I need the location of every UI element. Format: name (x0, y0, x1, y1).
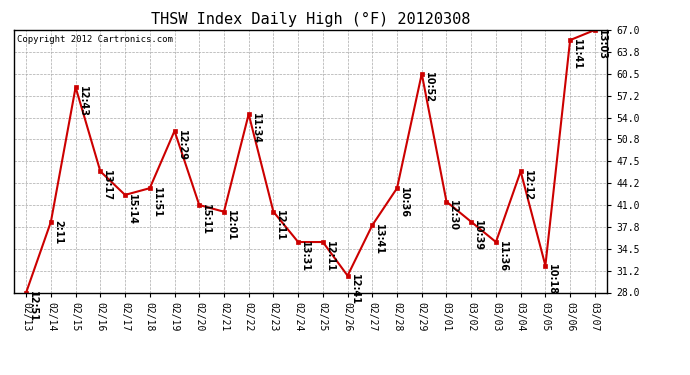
Text: 13:31: 13:31 (300, 241, 310, 272)
Text: 12:29: 12:29 (177, 130, 186, 160)
Text: 10:36: 10:36 (399, 187, 409, 218)
Text: 12:30: 12:30 (448, 200, 458, 231)
Text: 11:34: 11:34 (250, 113, 261, 144)
Text: 11:36: 11:36 (498, 241, 508, 272)
Text: 12:41: 12:41 (350, 274, 359, 305)
Text: 10:52: 10:52 (424, 72, 434, 104)
Text: 12:01: 12:01 (226, 210, 236, 242)
Text: 15:11: 15:11 (201, 204, 211, 235)
Text: 15:14: 15:14 (127, 194, 137, 225)
Title: THSW Index Daily High (°F) 20120308: THSW Index Daily High (°F) 20120308 (151, 12, 470, 27)
Text: 12:11: 12:11 (325, 241, 335, 272)
Text: 12:51: 12:51 (28, 291, 38, 322)
Text: 12:12: 12:12 (522, 170, 533, 201)
Text: 12:43: 12:43 (77, 86, 88, 117)
Text: 2:11: 2:11 (53, 220, 63, 245)
Text: 13:17: 13:17 (102, 170, 112, 201)
Text: 10:18: 10:18 (547, 264, 558, 296)
Text: 12:11: 12:11 (275, 210, 286, 242)
Text: 13:03: 13:03 (597, 28, 607, 60)
Text: 10:39: 10:39 (473, 220, 483, 252)
Text: Copyright 2012 Cartronics.com: Copyright 2012 Cartronics.com (17, 35, 172, 44)
Text: 13:41: 13:41 (374, 224, 384, 255)
Text: 11:51: 11:51 (152, 187, 161, 218)
Text: 11:41: 11:41 (572, 39, 582, 70)
